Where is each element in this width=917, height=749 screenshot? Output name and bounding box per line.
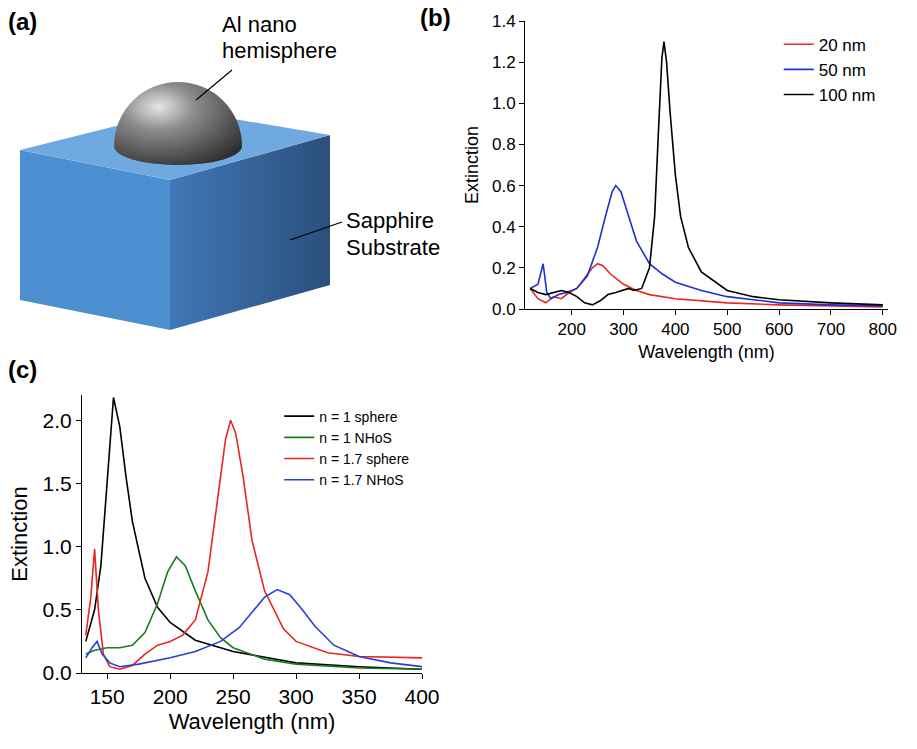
svg-text:50 nm: 50 nm (819, 61, 866, 80)
svg-text:n = 1.7 sphere: n = 1.7 sphere (319, 451, 409, 467)
svg-text:0.5: 0.5 (43, 598, 72, 621)
svg-text:n = 1 sphere: n = 1 sphere (319, 409, 397, 425)
svg-text:500: 500 (713, 320, 741, 339)
svg-text:200: 200 (153, 685, 188, 708)
svg-text:Sapphire: Sapphire (346, 208, 434, 233)
svg-text:400: 400 (661, 320, 689, 339)
svg-text:150: 150 (90, 685, 125, 708)
svg-text:0.6: 0.6 (492, 177, 516, 196)
svg-text:0.0: 0.0 (492, 300, 516, 319)
svg-text:2.0: 2.0 (43, 409, 72, 432)
svg-text:300: 300 (609, 320, 637, 339)
svg-text:600: 600 (765, 320, 793, 339)
svg-text:1.0: 1.0 (492, 94, 516, 113)
svg-text:300: 300 (279, 685, 314, 708)
svg-text:Substrate: Substrate (346, 235, 440, 260)
svg-text:0.8: 0.8 (492, 135, 516, 154)
svg-text:Wavelength (nm): Wavelength (nm) (169, 709, 336, 734)
html-text:(b): (b) (420, 4, 451, 31)
html-text:(c): (c) (8, 356, 38, 383)
svg-text:0.4: 0.4 (492, 218, 516, 237)
svg-text:250: 250 (216, 685, 251, 708)
svg-text:Al nano: Al nano (222, 12, 297, 37)
svg-text:0.0: 0.0 (43, 661, 72, 684)
svg-text:200: 200 (557, 320, 585, 339)
svg-text:1.5: 1.5 (43, 472, 72, 495)
svg-text:700: 700 (817, 320, 845, 339)
svg-text:800: 800 (869, 320, 897, 339)
svg-text:1.4: 1.4 (492, 12, 516, 31)
svg-text:n = 1.7 NHoS: n = 1.7 NHoS (319, 472, 403, 488)
svg-text:Extinction: Extinction (7, 486, 32, 581)
svg-text:350: 350 (342, 685, 377, 708)
svg-text:hemisphere: hemisphere (222, 38, 337, 63)
svg-text:Wavelength (nm): Wavelength (nm) (638, 342, 774, 362)
svg-text:400: 400 (404, 685, 439, 708)
svg-text:Extinction: Extinction (462, 126, 482, 204)
svg-text:0.2: 0.2 (492, 259, 516, 278)
svg-text:1.2: 1.2 (492, 53, 516, 72)
svg-text:1.0: 1.0 (43, 535, 72, 558)
svg-text:n = 1 NHoS: n = 1 NHoS (319, 430, 392, 446)
svg-text:100 nm: 100 nm (819, 86, 876, 105)
svg-text:(a): (a) (8, 8, 37, 35)
svg-text:20 nm: 20 nm (819, 36, 866, 55)
